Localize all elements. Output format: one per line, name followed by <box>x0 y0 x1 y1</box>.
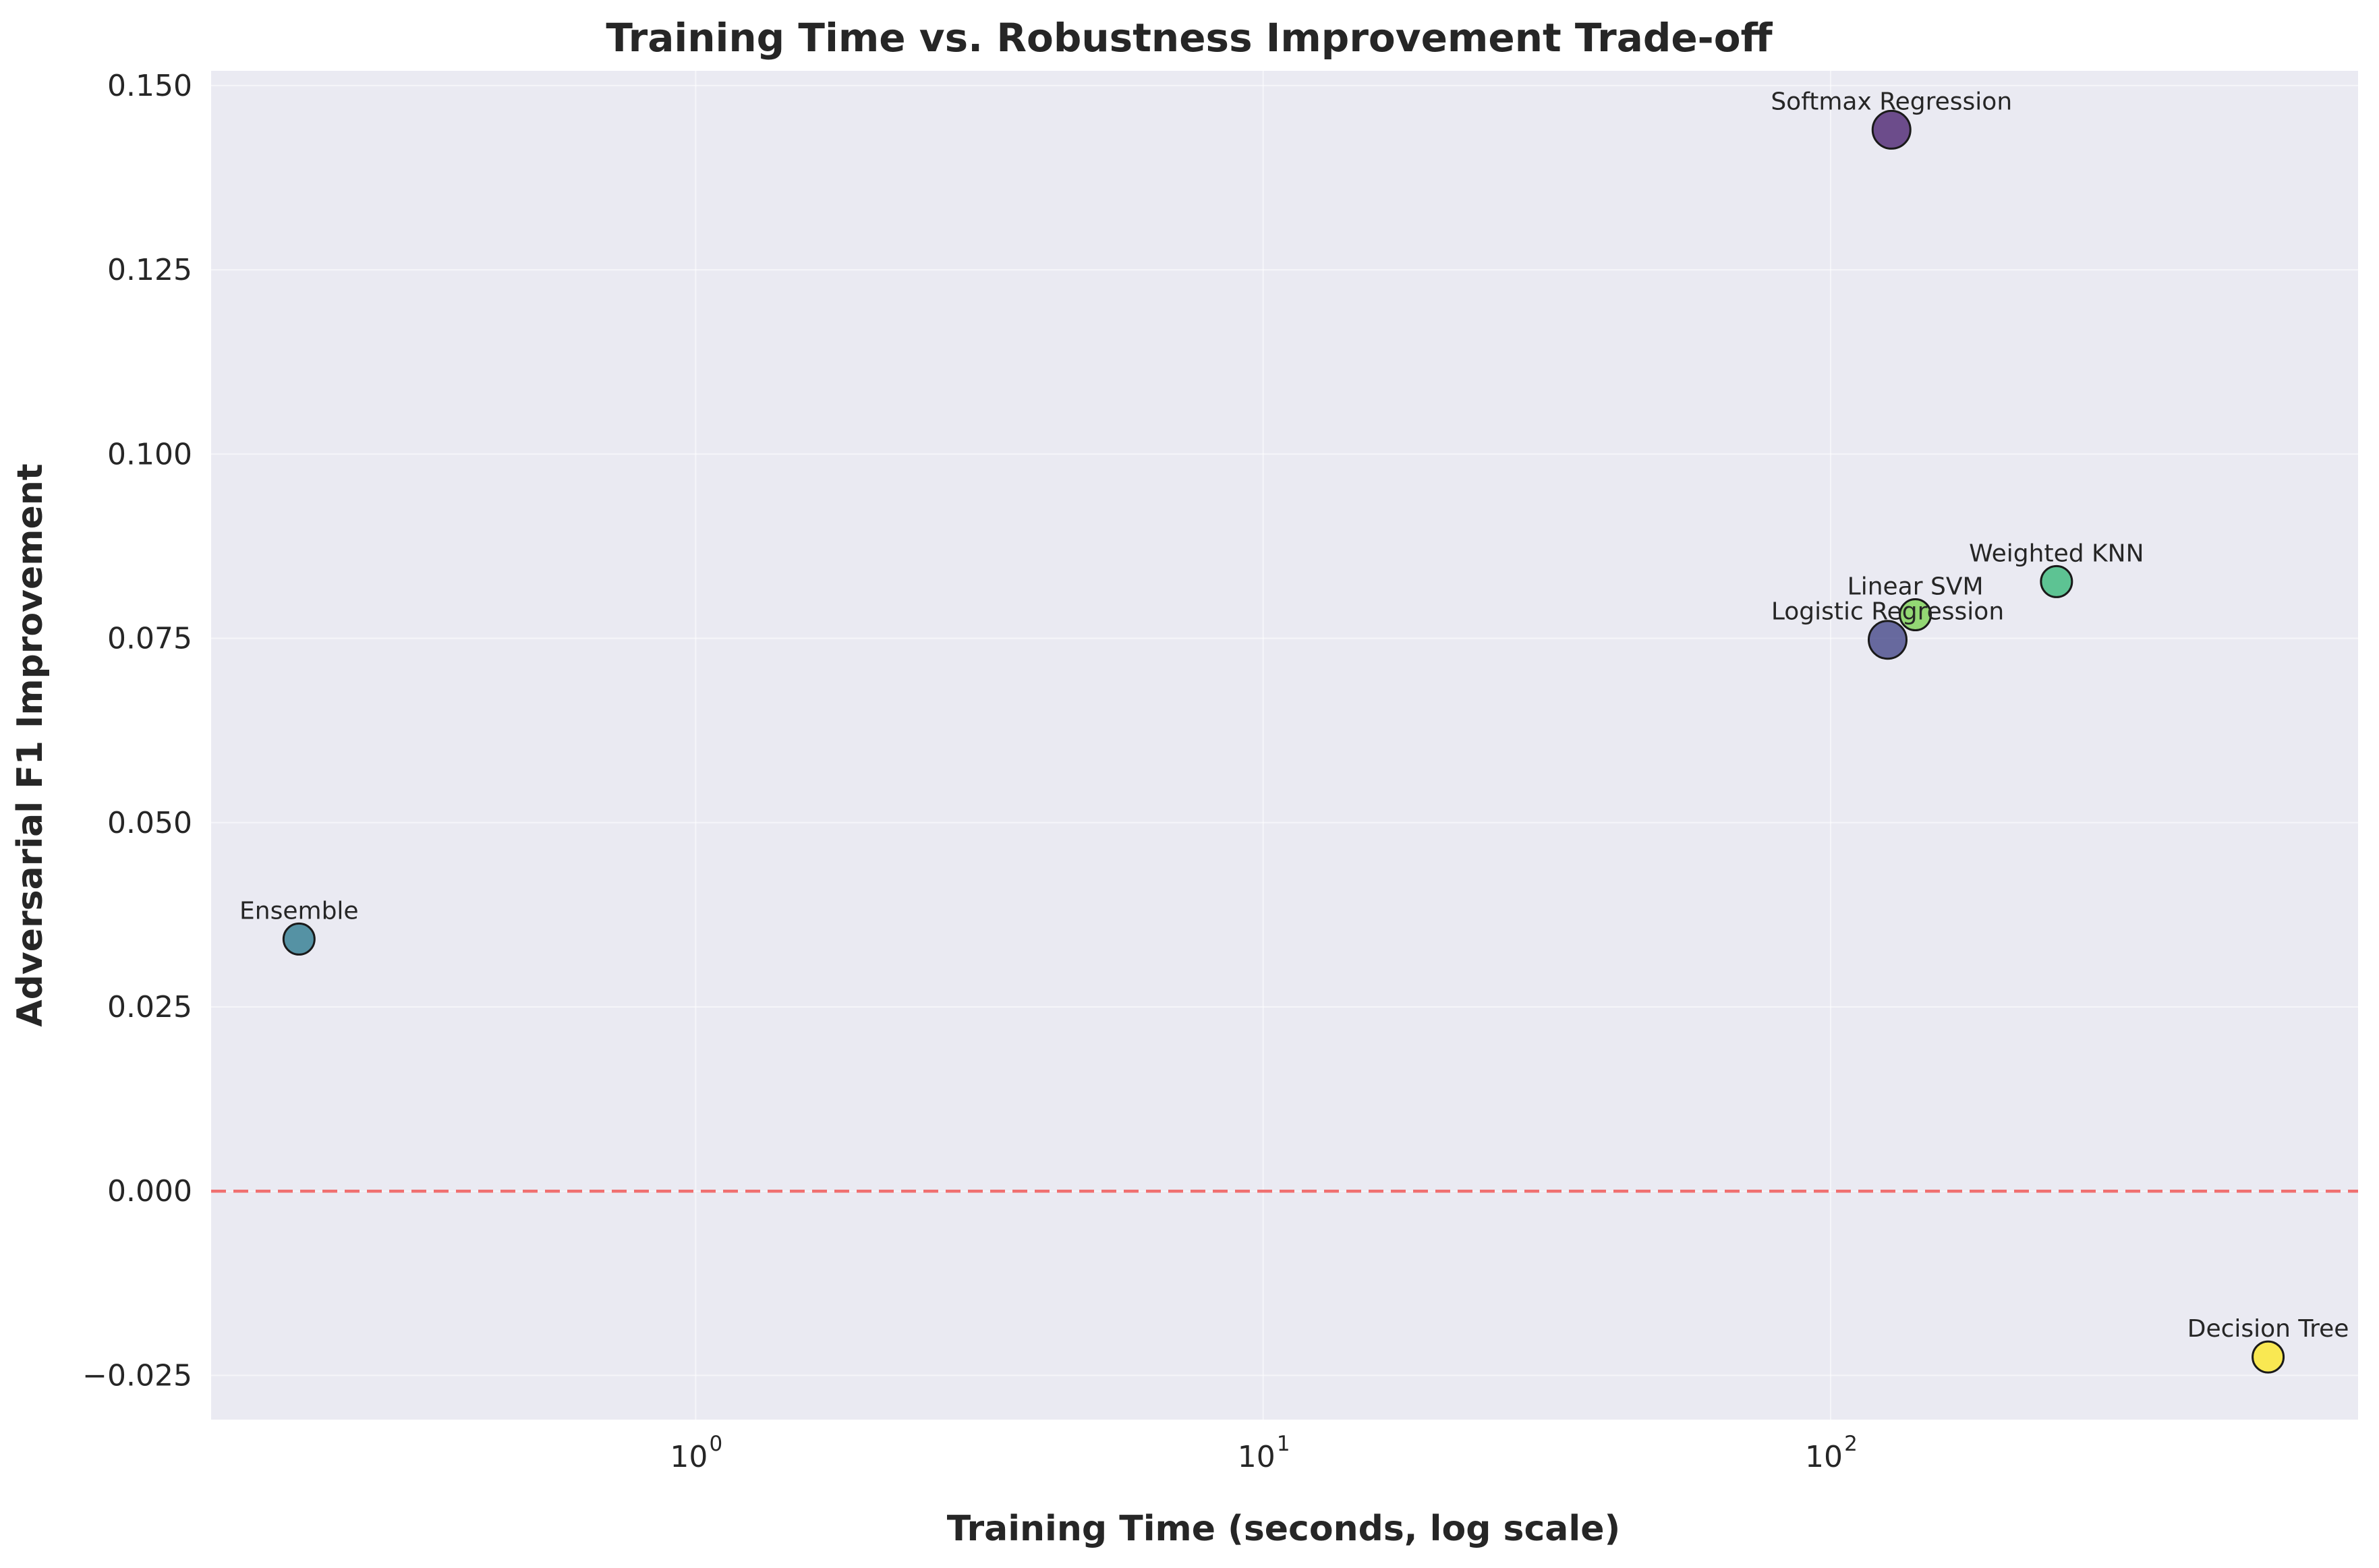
x-tick-base: 10 <box>1805 1440 1843 1474</box>
x-tick-base: 10 <box>1238 1440 1276 1474</box>
chart-title: Training Time vs. Robustness Improvement… <box>606 15 1773 61</box>
y-tick-label: 0.025 <box>107 990 192 1024</box>
y-axis-label: Adversarial F1 Improvement <box>10 463 51 1026</box>
y-tick-label: 0.150 <box>107 69 192 103</box>
x-tick-label: 10 0 <box>670 1432 722 1474</box>
y-tick-label: 0.075 <box>107 622 192 656</box>
y-tick-label: −0.025 <box>82 1358 192 1393</box>
ticks-layer: 0.150 0.125 0.100 0.075 0.050 0.025 0.000 −0.02… <box>82 69 1858 1474</box>
points-layer <box>282 109 2285 1374</box>
plot-area <box>211 71 2358 1420</box>
x-tick-exponent: 0 <box>710 1432 723 1456</box>
y-tick-label: 0.125 <box>107 253 192 287</box>
point-label: Logistic Regression <box>1771 598 2004 626</box>
scatter-point <box>2252 1340 2285 1374</box>
x-axis-label: Training Time (seconds, log scale) <box>947 1509 1621 1549</box>
point-labels-layer: Softmax Regression Weighted KNN Linear SVM… <box>239 88 2349 1343</box>
point-label: Softmax Regression <box>1771 88 2012 115</box>
scatter-point <box>2040 564 2073 598</box>
x-tick-base: 10 <box>670 1440 708 1474</box>
y-tick-label: 0.050 <box>107 806 192 840</box>
point-label: Ensemble <box>239 897 359 925</box>
x-tick-label: 10 1 <box>1238 1432 1290 1474</box>
scatter-point <box>1899 598 1932 632</box>
x-tick-exponent: 2 <box>1844 1432 1858 1456</box>
x-tick-exponent: 1 <box>1277 1432 1290 1456</box>
x-tick-label: 10 2 <box>1805 1432 1858 1474</box>
point-label: Weighted KNN <box>1969 540 2144 567</box>
grid <box>211 71 2358 1420</box>
y-tick-label: 0.000 <box>107 1174 192 1209</box>
scatter-point <box>1867 620 1908 660</box>
point-label: Linear SVM <box>1847 573 1984 601</box>
scatter-point <box>1871 109 1912 150</box>
y-tick-label: 0.100 <box>107 437 192 471</box>
point-label: Decision Tree <box>2187 1315 2349 1343</box>
scatter-point <box>282 922 316 956</box>
